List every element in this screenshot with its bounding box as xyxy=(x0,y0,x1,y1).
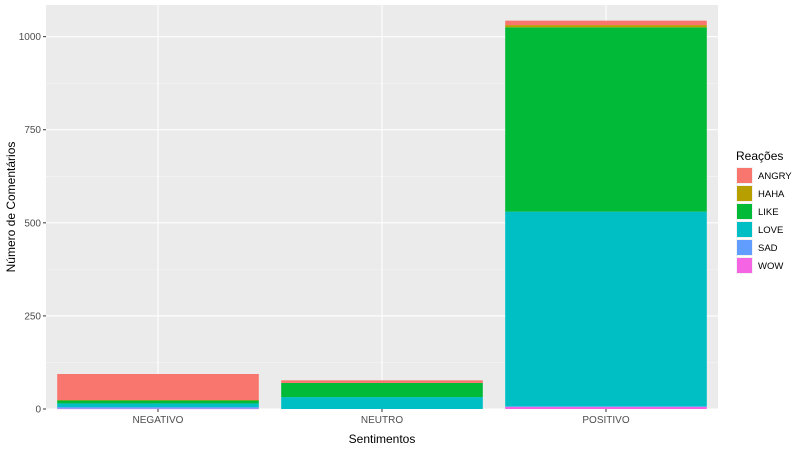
bar-negativo-like xyxy=(57,400,259,404)
y-tick-label: 1000 xyxy=(19,32,42,43)
bar-positivo-sad xyxy=(505,406,707,407)
legend-key-wow xyxy=(737,258,752,273)
y-tick-label: 0 xyxy=(35,405,41,416)
legend-label: SAD xyxy=(758,243,778,254)
bar-positivo-haha xyxy=(505,25,707,28)
bar-negativo-angry xyxy=(57,373,259,401)
legend: Reações ANGRY HAHA LIKE LOVE SAD WOW xyxy=(736,149,792,274)
legend-label: LIKE xyxy=(758,207,779,218)
y-axis-title: Número de Comentários xyxy=(4,142,18,273)
bar-neutro-like xyxy=(281,382,483,398)
legend-key-haha xyxy=(737,186,752,201)
legend-key-angry xyxy=(737,168,752,183)
bar-negativo-love xyxy=(57,403,259,408)
legend-key-love xyxy=(737,222,752,237)
legend-key-like xyxy=(737,204,752,219)
legend-label: WOW xyxy=(758,261,783,272)
legend-label: HAHA xyxy=(758,189,785,200)
x-tick-label: NEUTRO xyxy=(361,415,403,426)
bar-negativo-haha xyxy=(57,400,259,401)
y-tick-label: 500 xyxy=(24,218,41,229)
y-tick-label: 750 xyxy=(24,125,41,136)
bars xyxy=(57,20,707,410)
y-tick-label: 250 xyxy=(24,311,41,322)
bar-positivo-angry xyxy=(505,20,707,26)
bar-negativo-sad xyxy=(57,407,259,409)
bar-negativo-wow xyxy=(57,408,259,410)
bar-positivo-love xyxy=(505,211,707,407)
bar-positivo-wow xyxy=(505,406,707,409)
x-tick-label: NEGATIVO xyxy=(133,415,184,426)
legend-label: ANGRY xyxy=(758,171,792,182)
bar-neutro-angry xyxy=(281,380,483,383)
legend-label: LOVE xyxy=(758,225,783,236)
legend-key-sad xyxy=(737,240,752,255)
x-axis-title: Sentimentos xyxy=(349,432,416,446)
bar-positivo-like xyxy=(505,27,707,212)
bar-neutro-love xyxy=(281,397,483,409)
y-axis: 0 250 500 750 1000 xyxy=(19,32,46,416)
x-tick-label: POSITIVO xyxy=(582,415,629,426)
legend-title: Reações xyxy=(736,149,783,163)
x-axis: NEGATIVO NEUTRO POSITIVO xyxy=(133,409,630,426)
